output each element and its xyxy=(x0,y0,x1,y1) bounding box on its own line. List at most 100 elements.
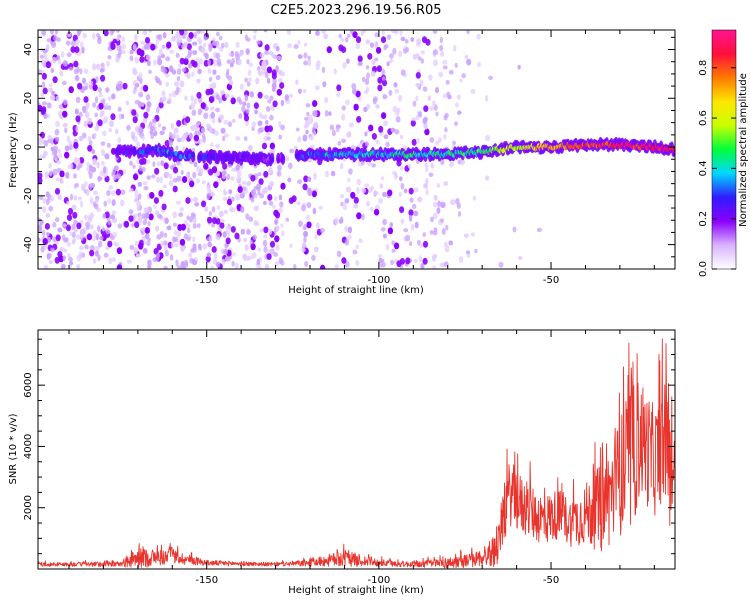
noise-point xyxy=(208,234,213,242)
noise-point xyxy=(186,236,191,241)
noise-point xyxy=(297,54,303,59)
noise-point xyxy=(148,121,153,128)
noise-point xyxy=(246,256,250,261)
noise-point xyxy=(412,100,417,107)
noise-point xyxy=(356,116,362,123)
noise-point xyxy=(82,105,87,112)
noise-point xyxy=(403,188,408,194)
noise-point xyxy=(179,238,186,246)
noise-point xyxy=(263,170,269,178)
noise-point xyxy=(120,189,126,195)
noise-point xyxy=(216,233,221,240)
noise-point xyxy=(192,222,197,229)
snr-series-line xyxy=(38,338,675,569)
noise-point xyxy=(172,222,178,227)
noise-point xyxy=(189,180,195,188)
noise-point xyxy=(339,162,344,170)
ridge-point xyxy=(270,156,274,163)
noise-point xyxy=(144,43,149,50)
noise-point xyxy=(165,56,171,62)
noise-point xyxy=(404,39,409,44)
noise-point xyxy=(74,46,80,53)
noise-point xyxy=(174,243,179,248)
noise-point xyxy=(89,197,94,204)
noise-point xyxy=(161,203,167,211)
noise-point xyxy=(263,234,268,239)
noise-point xyxy=(142,30,148,35)
noise-point xyxy=(248,77,253,82)
noise-point xyxy=(219,114,224,120)
noise-point xyxy=(461,73,466,79)
noise-point xyxy=(227,121,233,128)
noise-point xyxy=(77,196,83,201)
noise-point xyxy=(367,53,373,60)
noise-point xyxy=(249,91,254,98)
noise-point xyxy=(383,134,389,140)
noise-point xyxy=(57,148,62,153)
noise-point xyxy=(162,32,167,39)
noise-point xyxy=(247,145,253,151)
noise-point xyxy=(55,95,60,102)
noise-point xyxy=(348,168,353,175)
noise-point xyxy=(176,120,182,127)
noise-point xyxy=(356,212,362,220)
noise-point xyxy=(285,155,290,162)
noise-point xyxy=(128,209,134,215)
noise-point xyxy=(98,91,103,98)
ridge-point xyxy=(129,147,133,153)
noise-point xyxy=(80,233,85,239)
colorbar-label: Normalized spectral amplitude xyxy=(738,73,749,227)
noise-point xyxy=(432,212,438,220)
noise-point xyxy=(143,111,149,119)
noise-point xyxy=(230,97,236,105)
noise-point xyxy=(474,248,478,254)
noise-point xyxy=(443,114,448,121)
noise-point xyxy=(274,261,280,266)
noise-point xyxy=(42,206,47,213)
noise-point xyxy=(121,36,125,43)
noise-point xyxy=(193,216,197,224)
noise-point xyxy=(243,114,250,122)
noise-point xyxy=(176,230,181,238)
noise-point xyxy=(261,188,266,195)
noise-point xyxy=(163,265,168,269)
noise-point xyxy=(66,200,70,206)
noise-point xyxy=(79,245,84,251)
noise-point xyxy=(96,207,102,212)
noise-point xyxy=(202,135,206,143)
noise-point xyxy=(259,52,265,58)
noise-point xyxy=(112,174,117,181)
noise-point xyxy=(129,55,134,62)
noise-point xyxy=(265,106,271,112)
noise-point xyxy=(161,90,166,97)
noise-point xyxy=(375,104,380,109)
noise-point xyxy=(345,99,350,106)
noise-point xyxy=(89,245,95,252)
noise-point xyxy=(136,206,140,212)
noise-point xyxy=(207,68,212,74)
noise-point xyxy=(108,185,114,190)
noise-point xyxy=(106,60,110,67)
noise-point xyxy=(303,231,309,237)
noise-point xyxy=(138,72,143,79)
noise-point xyxy=(168,93,172,98)
noise-point xyxy=(247,180,252,186)
noise-point xyxy=(296,127,300,132)
noise-point xyxy=(197,138,203,145)
noise-point xyxy=(247,69,252,76)
noise-point xyxy=(77,82,83,90)
noise-point xyxy=(139,77,143,85)
noise-point xyxy=(129,160,134,166)
noise-point xyxy=(136,158,140,165)
noise-point xyxy=(376,47,382,54)
noise-point xyxy=(425,178,429,185)
noise-point xyxy=(255,77,260,85)
noise-point xyxy=(303,224,307,231)
noise-point xyxy=(422,86,428,92)
noise-point xyxy=(68,66,74,71)
noise-point xyxy=(440,158,445,165)
noise-point xyxy=(48,162,52,169)
noise-point xyxy=(69,193,74,201)
noise-point xyxy=(253,205,259,212)
noise-point xyxy=(178,63,182,69)
